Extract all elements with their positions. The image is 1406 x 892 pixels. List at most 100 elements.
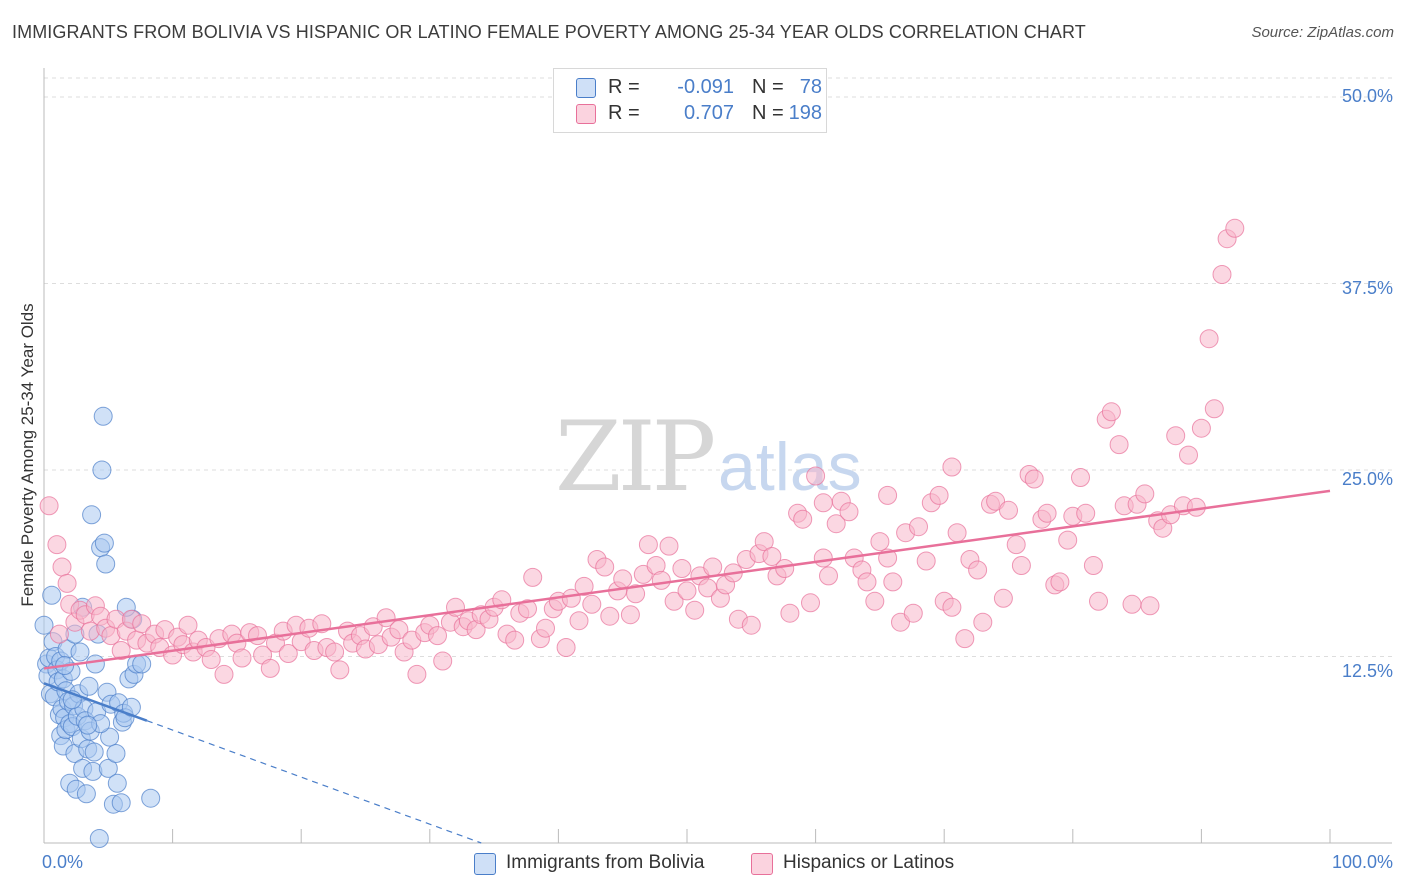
point-hispanic [407, 664, 427, 684]
n-label: N = [752, 102, 784, 124]
point-hispanic [1006, 535, 1026, 555]
point-hispanic [801, 593, 820, 613]
point-hispanic [741, 615, 761, 635]
point-hispanic [523, 567, 543, 587]
point-bolivia [84, 742, 104, 762]
point-bolivia [92, 460, 112, 480]
point-hispanic [214, 664, 234, 684]
point-hispanic [1050, 572, 1070, 592]
point-bolivia [79, 676, 99, 696]
point-hispanic [132, 614, 152, 634]
series-hispanic [39, 218, 1245, 684]
point-hispanic [1199, 329, 1219, 349]
point-bolivia [76, 784, 96, 804]
point-hispanic [651, 570, 671, 590]
point-hispanic [947, 523, 967, 543]
point-hispanic [52, 557, 72, 577]
series-bolivia [34, 406, 161, 848]
axes [43, 68, 1392, 844]
point-hispanic [111, 641, 131, 660]
trend-line-bolivia [43, 682, 148, 722]
point-hispanic [518, 599, 537, 619]
point-hispanic [826, 514, 846, 534]
point-hispanic [1024, 469, 1044, 489]
point-bolivia [100, 727, 120, 747]
point-hispanic [883, 572, 903, 592]
point-hispanic [1058, 530, 1078, 550]
point-hispanic [955, 629, 975, 649]
point-hispanic [857, 572, 877, 592]
point-bolivia [94, 533, 114, 553]
point-hispanic [916, 551, 936, 571]
point-hispanic [929, 485, 949, 505]
point-hispanic [626, 584, 646, 604]
point-bolivia [82, 505, 102, 525]
point-hispanic [569, 611, 589, 631]
point-bolivia [83, 761, 103, 781]
point-hispanic [1135, 484, 1155, 504]
point-hispanic [232, 648, 252, 668]
point-hispanic [536, 618, 555, 638]
point-bolivia [89, 829, 109, 848]
point-bolivia [107, 773, 127, 793]
point-hispanic [865, 591, 885, 611]
r-label: R = [608, 76, 640, 98]
point-hispanic [1140, 596, 1160, 616]
point-hispanic [968, 560, 988, 580]
point-bolivia [78, 715, 98, 735]
source-label: Source: ZipAtlas.com [1251, 24, 1394, 41]
point-hispanic [806, 466, 826, 486]
point-hispanic [1071, 468, 1090, 487]
point-hispanic [57, 573, 77, 593]
point-hispanic [1122, 594, 1142, 614]
point-hispanic [582, 594, 602, 614]
point-hispanic [1225, 218, 1245, 238]
n-value-hispanic: 198 [788, 102, 822, 124]
legend-swatch-hispanic [751, 853, 773, 875]
watermark-zip: ZIP [555, 401, 714, 513]
point-hispanic [49, 624, 69, 644]
point-hispanic [1089, 591, 1108, 611]
r-value-hispanic: 0.707 [683, 102, 734, 124]
point-hispanic [556, 638, 576, 657]
point-hispanic [672, 559, 692, 578]
point-hispanic [39, 496, 59, 516]
point-hispanic [903, 603, 923, 623]
point-hispanic [1011, 556, 1031, 575]
point-hispanic [754, 532, 774, 552]
legend-label-hispanic: Hispanics or Latinos [783, 852, 955, 873]
legend-swatch-bolivia [474, 853, 496, 875]
point-hispanic [677, 581, 697, 601]
point-hispanic [1212, 265, 1232, 284]
n-value-bolivia: 78 [799, 76, 822, 98]
trend-line-hispanic [43, 489, 1331, 670]
point-bolivia [34, 615, 54, 635]
point-hispanic [600, 606, 620, 626]
point-bolivia [42, 585, 62, 605]
y-axis-label: Female Poverty Among 25-34 Year Olds [18, 303, 37, 607]
point-hispanic [1179, 445, 1198, 465]
point-bolivia [85, 654, 105, 674]
point-hispanic [201, 650, 221, 669]
point-hispanic [973, 612, 993, 632]
point-hispanic [780, 603, 800, 623]
point-hispanic [1037, 503, 1057, 523]
point-hispanic [613, 569, 633, 589]
point-hispanic [703, 557, 723, 577]
point-hispanic [685, 600, 705, 620]
point-hispanic [433, 651, 453, 671]
point-hispanic [325, 642, 345, 662]
point-hispanic [47, 535, 67, 555]
point-hispanic [819, 566, 838, 586]
y-tick-label-50: 50.0% [1341, 86, 1393, 106]
point-hispanic [278, 644, 298, 663]
point-hispanic [1101, 402, 1121, 422]
point-hispanic [839, 502, 859, 522]
legend-stats: R = -0.091 N = 78 R = 0.707 N = 198 [553, 68, 827, 133]
y-tick-label-25: 25.0% [1341, 469, 1393, 489]
point-hispanic [595, 557, 615, 577]
point-hispanic [986, 491, 1006, 511]
point-hispanic [178, 615, 198, 635]
legend-label-bolivia: Immigrants from Bolivia [506, 852, 705, 873]
